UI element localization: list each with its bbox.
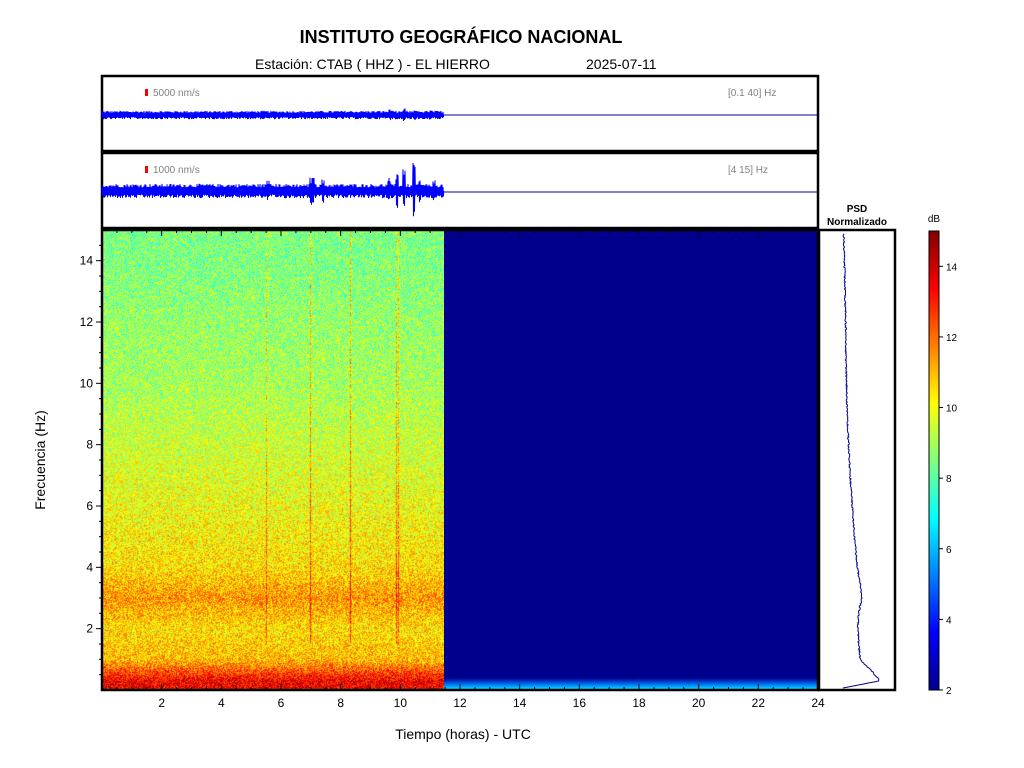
- x-tick-label: 6: [278, 696, 285, 710]
- page-title: INSTITUTO GEOGRÁFICO NACIONAL: [299, 27, 623, 47]
- spectrogram-data: [102, 230, 444, 690]
- seismogram-trace: [101, 108, 445, 122]
- empty-spectrogram: [444, 230, 818, 690]
- scale-bar: [145, 89, 148, 96]
- colorbar-gradient: [928, 230, 940, 691]
- x-axis-label: Tiempo (horas) - UTC: [395, 726, 531, 742]
- colorbar: dB 2 4 6 8 10 12 14: [928, 214, 958, 697]
- x-tick-label: 12: [453, 696, 467, 710]
- x-tick-label: 14: [513, 696, 527, 710]
- trace-panel-filtered: 1000 nm/s [4 15] Hz: [100, 151, 820, 230]
- psd-curve: [842, 233, 880, 689]
- scale-bar: [145, 166, 148, 173]
- psd-subtitle: Normalizado: [827, 217, 887, 228]
- station-label: Estación: CTAB ( HHZ ) - EL HIERRO: [255, 56, 490, 72]
- x-tick-label: 22: [752, 696, 766, 710]
- seismogram-trace: [101, 162, 445, 217]
- x-tick-label: 2: [158, 696, 165, 710]
- colorbar-tick-label: 4: [946, 615, 952, 626]
- colorbar-tick-label: 2: [946, 686, 952, 697]
- psd-panel: PSD Normalizado: [817, 204, 897, 692]
- x-tick-label: 10: [394, 696, 408, 710]
- band-label: [0.1 40] Hz: [728, 88, 776, 99]
- y-axis: 2 4 6 8 10 12 14: [80, 244, 102, 676]
- y-axis-label: Frecuencia (Hz): [32, 410, 48, 510]
- y-tick-label: 10: [80, 376, 94, 390]
- x-tick-label: 4: [218, 696, 225, 710]
- x-tick-label: 18: [632, 696, 646, 710]
- colorbar-tick-label: 8: [946, 474, 952, 485]
- y-tick-label: 12: [80, 315, 94, 329]
- colorbar-tick-label: 10: [946, 404, 958, 415]
- x-tick-label: 24: [811, 696, 825, 710]
- colorbar-tick-label: 6: [946, 545, 952, 556]
- x-axis: 2 4 6 8 10 12 14 16 18 20 22 24: [116, 230, 825, 710]
- y-tick-label: 14: [80, 254, 94, 268]
- psd-frame: [817, 228, 897, 692]
- y-tick-label: 2: [86, 622, 93, 636]
- psd-title: PSD: [847, 204, 868, 215]
- colorbar-ticks: 2 4 6 8 10 12 14: [939, 262, 958, 697]
- y-tick-label: 4: [86, 560, 93, 574]
- colorbar-unit: dB: [928, 214, 941, 225]
- scale-label: 5000 nm/s: [153, 88, 200, 99]
- colorbar-tick-label: 12: [946, 333, 958, 344]
- x-tick-label: 16: [573, 696, 587, 710]
- band-label: [4 15] Hz: [728, 165, 768, 176]
- y-tick-label: 6: [86, 499, 93, 513]
- date-label: 2025-07-11: [586, 56, 657, 72]
- y-tick-label: 8: [86, 438, 93, 452]
- low-frequency-band: [444, 678, 818, 690]
- colorbar-tick-label: 14: [946, 262, 958, 273]
- x-tick-label: 8: [337, 696, 344, 710]
- trace-panel-broadband: 5000 nm/s [0.1 40] Hz: [100, 74, 820, 153]
- scale-label: 1000 nm/s: [153, 165, 200, 176]
- x-tick-label: 20: [692, 696, 706, 710]
